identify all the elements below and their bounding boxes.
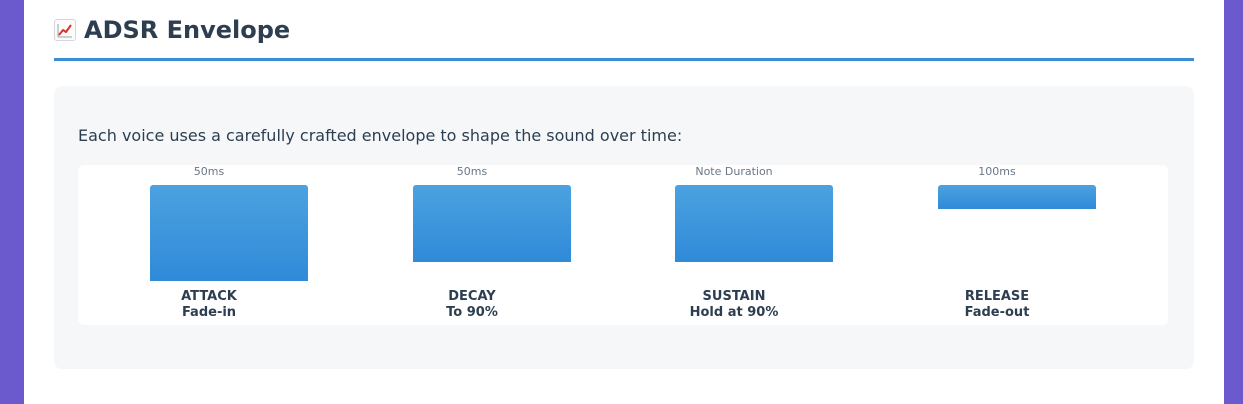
stage-time: 50ms — [456, 165, 488, 178]
stage-name: ATTACK — [181, 289, 237, 304]
envelope-stages: 50ms ATTACK Fade-in 50ms DECAY To 90% No… — [78, 165, 1168, 325]
stage-name: DECAY — [448, 289, 496, 304]
page-title: ADSR Envelope — [84, 16, 291, 44]
stage-level-bar — [675, 185, 833, 262]
stage-sustain: Note Duration SUSTAIN Hold at 90% — [603, 165, 865, 325]
stage-level-bar — [413, 185, 571, 262]
stage-attack: 50ms ATTACK Fade-in — [78, 165, 340, 325]
stage-description: Fade-in — [181, 305, 237, 320]
stage-name: RELEASE — [964, 289, 1030, 304]
stage-time: 100ms — [978, 165, 1016, 178]
page: ADSR Envelope Each voice uses a carefull… — [24, 0, 1224, 404]
stage-release: 100ms RELEASE Fade-out — [866, 165, 1128, 325]
stage-description: Fade-out — [964, 305, 1030, 320]
stage-time: Note Duration — [695, 165, 773, 178]
stage-description: Hold at 90% — [689, 305, 779, 320]
stage-description: To 90% — [446, 305, 498, 320]
stage-level-bar — [938, 185, 1096, 209]
stage-decay: 50ms DECAY To 90% — [341, 165, 603, 325]
envelope-panel: Each voice uses a carefully crafted enve… — [54, 86, 1194, 369]
stage-time: 50ms — [193, 165, 225, 178]
intro-text: Each voice uses a carefully crafted enve… — [78, 126, 683, 145]
stage-name: SUSTAIN — [702, 289, 766, 304]
section-header: ADSR Envelope — [54, 0, 1194, 61]
chart-increasing-icon — [54, 19, 76, 41]
stage-level-bar — [150, 185, 308, 281]
